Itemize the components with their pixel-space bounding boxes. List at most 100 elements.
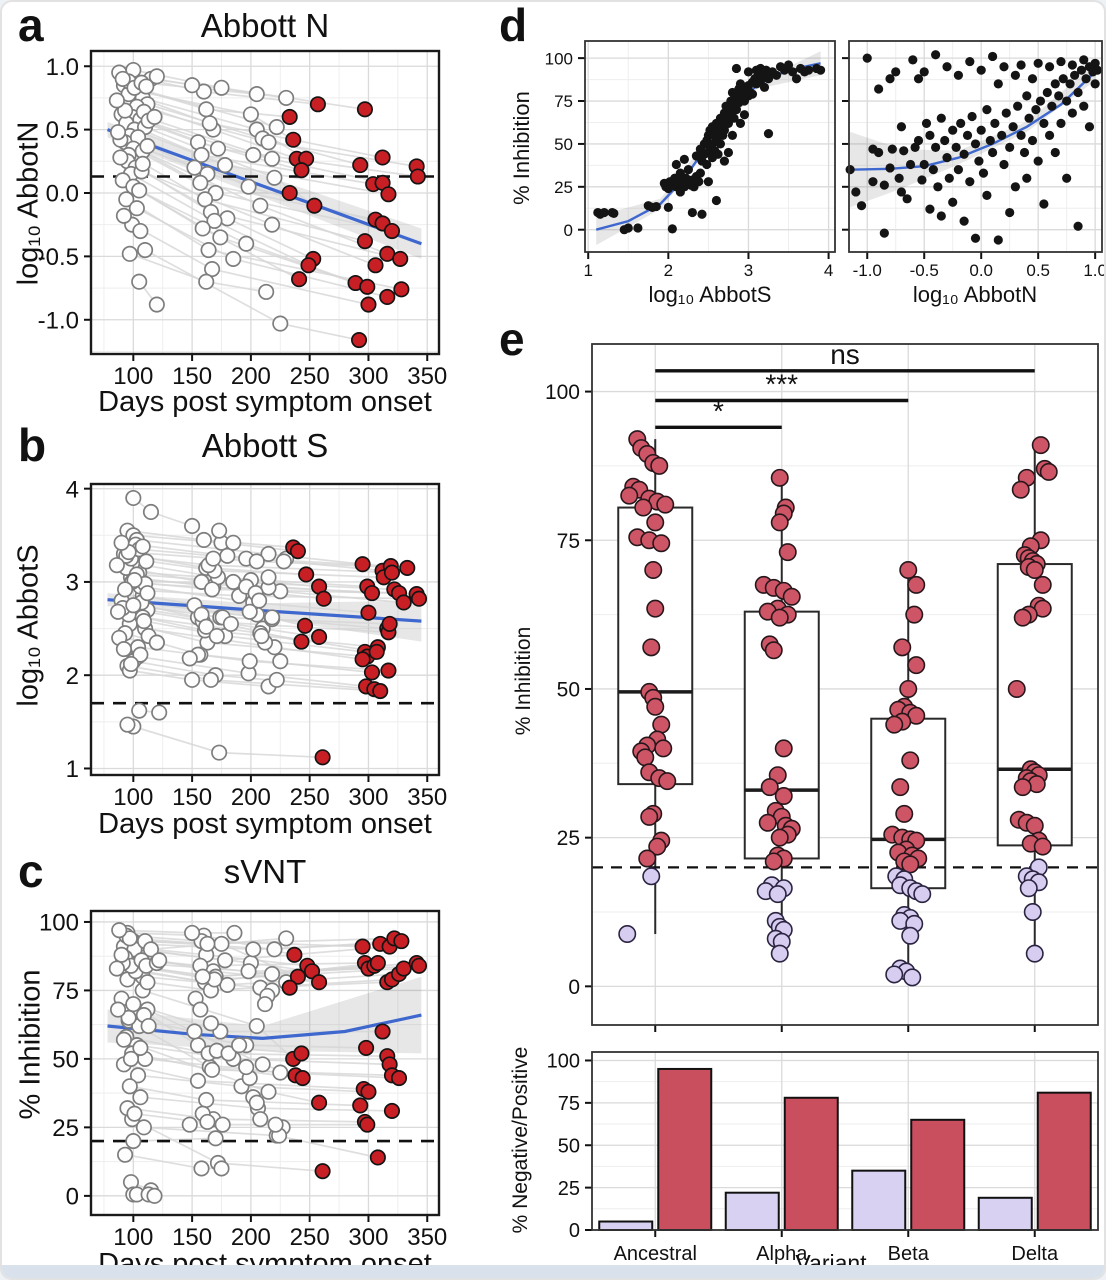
axis-ticks: -1.0 -0.5 0.0 0.5 1.0 [842,57,1106,280]
data-points [845,50,1103,245]
svg-text:1: 1 [66,756,79,783]
svg-text:0: 0 [66,1183,79,1210]
plot-frame [89,909,441,1217]
svg-text:100: 100 [547,1051,580,1073]
svg-text:200: 200 [231,363,271,390]
svg-text:250: 250 [290,363,330,390]
svg-text:1.0: 1.0 [46,54,79,81]
axis-ticks: 100 150 200 250 300 350 1.0 0.5 0.0 -0.5 -1.0 [38,54,448,390]
plot-frame [591,1051,1099,1231]
axis-ticks: 0 25 50 75 100 [545,381,592,999]
svg-text:*: * [713,395,724,426]
svg-text:50: 50 [558,1135,580,1157]
svg-text:100: 100 [545,381,580,404]
svg-text:350: 350 [407,1224,447,1251]
positive-bar [783,1096,839,1232]
svg-text:75: 75 [554,92,573,111]
svg-text:1.0: 1.0 [1083,261,1106,280]
svg-text:350: 350 [407,784,447,811]
svg-text:0.5: 0.5 [46,117,79,144]
panel-c-title: sVNT [223,853,307,890]
svg-text:50: 50 [554,135,573,154]
svg-text:***: *** [765,369,798,400]
gray-points [108,489,295,761]
gray-points [108,61,295,332]
svg-text:2: 2 [66,663,79,690]
panel-letter-d: d [499,0,528,51]
svg-text:50: 50 [52,1047,79,1074]
svg-text:0.0: 0.0 [969,261,993,280]
axis-ticks: 0 25 50 75 100 [547,1051,592,1242]
svg-text:-1.0: -1.0 [38,307,79,334]
panel-a-chart: 100 150 200 250 300 350 1.0 0.5 0.0 -0.5 -1.0 [38,49,448,390]
positive-bar [910,1118,966,1231]
panel-d-charts: 1 2 3 4 0 25 50 75 100 -1.0 -0.5 0.0 0.5 1.0 [545,40,1106,280]
svg-text:25: 25 [554,178,573,197]
svg-text:300: 300 [348,784,388,811]
svg-text:25: 25 [52,1115,79,1142]
negative-bar [724,1191,780,1231]
svg-text:-0.5: -0.5 [38,244,79,271]
svg-text:1: 1 [583,261,592,280]
panel-letter-b: b [18,419,47,471]
svg-text:100: 100 [113,1224,153,1251]
svg-text:3: 3 [744,261,753,280]
svg-text:0: 0 [569,1220,580,1242]
positive-bar [657,1067,713,1232]
panel-d-right-xlabel: log₁₀ AbbotN [912,282,1038,307]
svg-text:250: 250 [290,784,330,811]
panel-a-xlabel: Days post symptom onset [98,386,432,418]
panel-c-chart: 100 150 200 250 300 350 0 25 50 75 100 [39,909,447,1251]
svg-text:0: 0 [568,976,580,999]
category-gridlines [654,1052,1036,1230]
negative-bar [598,1220,654,1231]
svg-text:100: 100 [113,784,153,811]
panel-d-left-xlabel: log₁₀ AbbotS [648,282,772,307]
data-points [593,60,826,235]
svg-text:0: 0 [564,221,573,240]
trend-line [107,1013,422,1041]
svg-text:25: 25 [558,1178,580,1200]
svg-text:Beta: Beta [888,1243,930,1265]
axis-ticks: 1 2 3 4 0 25 50 75 100 [545,49,834,280]
svg-text:-1.0: -1.0 [853,261,882,280]
axis-ticks: 100 150 200 250 300 350 0 25 50 75 100 [39,910,447,1251]
panel-a-title: Abbott N [200,7,330,44]
axis-ticks: 100 150 200 250 300 350 1 2 3 4 [66,476,448,811]
jittered-points [618,430,1058,987]
svg-text:0.0: 0.0 [46,181,79,208]
svg-text:100: 100 [545,49,573,68]
gridlines [849,41,1102,252]
trend-line [106,128,422,246]
svg-text:300: 300 [348,1224,388,1251]
svg-text:150: 150 [172,784,212,811]
svg-text:100: 100 [39,910,79,937]
red-points [285,539,428,766]
red-points [281,96,426,349]
svg-text:200: 200 [231,784,271,811]
panel-letter-a: a [18,0,44,51]
panel-b-title: Abbott S [201,427,329,464]
svg-text:4: 4 [824,261,833,280]
panel-letter-e: e [499,313,525,365]
svg-text:3: 3 [66,570,79,597]
svg-text:-0.5: -0.5 [910,261,939,280]
svg-text:50: 50 [557,679,580,702]
boxplots [617,439,1073,975]
svg-text:0.5: 0.5 [1026,261,1050,280]
negative-bar [977,1196,1033,1232]
svg-text:Delta: Delta [1011,1243,1059,1265]
red-points [281,930,428,1180]
x-ticks [654,1025,1036,1032]
plot-frame [89,49,441,356]
gray-points [108,922,295,1204]
bar-chart: Ancestral Alpha Beta Delta 0 25 50 75 100 [547,1051,1099,1265]
svg-text:350: 350 [407,363,447,390]
svg-text:150: 150 [172,363,212,390]
plot-frame [584,40,836,253]
panel-letter-c: c [18,845,44,897]
category-labels: Ancestral Alpha Beta Delta [614,1230,1059,1265]
svg-text:100: 100 [113,363,153,390]
svg-text:Ancestral: Ancestral [614,1243,697,1265]
